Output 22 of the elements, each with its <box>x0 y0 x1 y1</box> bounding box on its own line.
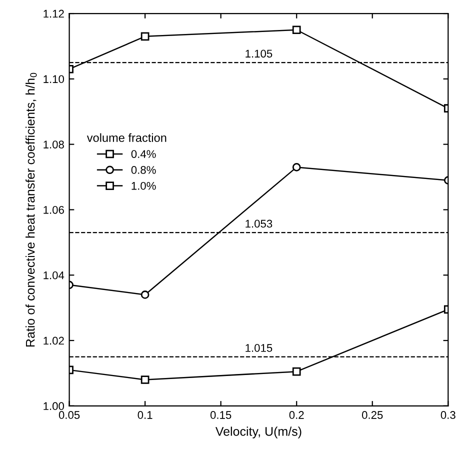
x-tick-label: 0.15 <box>210 411 232 419</box>
ref-line-label: 1.105 <box>246 50 272 58</box>
ref-line-label: 1.053 <box>246 220 272 228</box>
x-tick-label: 0.1 <box>138 411 152 419</box>
y-tick-label: 1.10 <box>44 75 64 84</box>
x-tick-label: 0.2 <box>289 411 304 419</box>
y-tick-label: 1.06 <box>44 206 64 214</box>
x-tick-label: 0.25 <box>362 411 383 419</box>
y-tick-label: 1.04 <box>44 271 64 280</box>
legend-label: 0.4% <box>131 150 156 158</box>
x-axis-title: Velocity, U(m/s) <box>215 426 302 438</box>
legend-label: 1.0% <box>132 182 156 190</box>
ref-line-label: 1.015 <box>246 344 272 352</box>
legend-label: 0.8% <box>131 166 156 174</box>
x-tick-label: 0.05 <box>58 411 80 419</box>
y-tick-label: 1.00 <box>44 402 64 410</box>
y-tick-label: 1.12 <box>44 10 64 18</box>
y-axis-title: Ratio of convective heat transfer coefficients, h/h$_{0}$ <box>26 72 37 346</box>
legend-title: volume fraction <box>86 133 166 142</box>
x-tick-label: 0.3 <box>440 411 456 419</box>
y-tick-label: 1.08 <box>44 140 64 148</box>
y-tick-label: 1.02 <box>44 336 64 345</box>
